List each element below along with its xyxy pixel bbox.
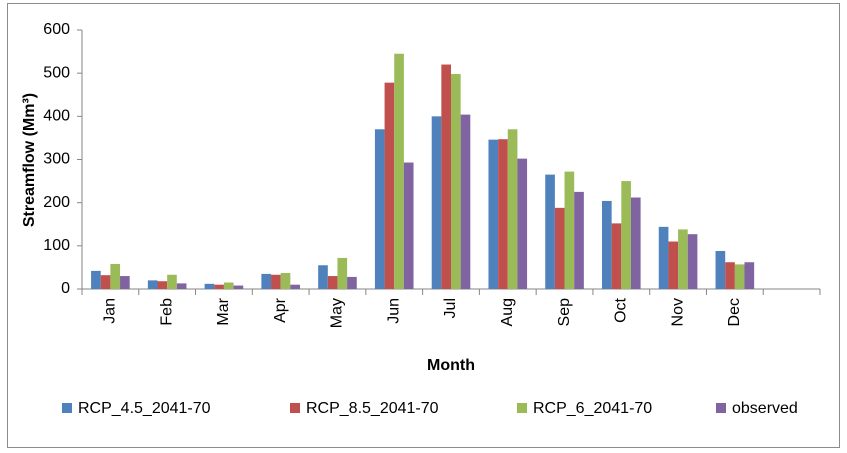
bar [630,197,641,289]
y-tick-label: 0 [61,280,70,297]
bar [574,191,584,289]
bar [507,129,518,289]
bar [384,82,395,289]
bar [271,274,281,289]
bar [91,270,101,289]
bar [744,262,755,289]
bar [734,264,745,289]
bar [431,116,442,289]
y-tick-label: 400 [43,108,70,125]
legend-swatch [62,403,72,413]
bar [147,280,158,289]
y-tick-label: 500 [43,64,70,81]
bar [337,257,348,289]
bar [621,181,631,289]
bar [725,262,735,289]
bar [223,282,234,289]
x-tick-label: Apr [272,297,289,323]
legend-swatch [290,403,300,413]
x-tick-label: Aug [499,298,516,326]
y-axis-title: Streamflow (Mm³) [21,93,38,227]
bar [564,171,575,289]
bar [100,275,111,289]
bar [327,276,338,289]
x-tick-label: Nov [669,298,686,326]
x-tick-label: Mar [215,297,232,325]
bar [498,139,508,289]
x-tick-label: Oct [613,297,630,322]
y-tick-label: 600 [43,21,70,38]
bar [290,284,300,289]
bar [403,162,414,289]
bar [658,226,669,289]
bar [460,114,471,290]
legend-label: RCP_4.5_2041-70 [78,400,211,417]
bar [347,276,357,289]
bar [176,283,187,289]
bar [678,229,688,289]
y-tick-label: 300 [43,151,70,168]
y-tick-label: 100 [43,237,70,254]
x-tick-label: Jan [102,298,119,324]
bar [554,207,565,289]
bar [120,276,130,289]
bar [488,139,499,289]
x-tick-label: Sep [556,298,573,327]
bar [204,283,215,289]
chart-border [7,3,840,448]
legend-label: observed [732,400,798,417]
bar [611,223,622,289]
x-tick-label: May [329,298,346,328]
x-tick-label: Jun [385,298,402,324]
bar [441,64,451,290]
bar [517,158,528,289]
legend-label: RCP_8.5_2041-70 [306,400,439,417]
x-tick-label: Feb [158,298,175,326]
x-tick-label: Dec [726,298,743,326]
x-axis-title: Month [427,357,475,374]
bar [374,129,385,289]
legend-swatch [716,403,726,413]
legend-swatch [517,403,527,413]
bar [394,53,404,289]
bar [167,274,177,289]
bar [451,74,461,289]
bar [602,200,612,289]
bar [668,241,679,289]
bar [280,273,291,289]
bar [687,234,698,289]
bar [233,285,244,289]
bar [157,281,168,289]
legend-label: RCP_6_2041-70 [533,400,652,417]
bar [318,265,328,289]
x-tick-label: Jul [442,298,459,318]
bar [545,174,555,289]
bar [715,251,726,289]
y-tick-label: 200 [43,194,70,211]
bar [110,263,121,289]
bar [261,273,272,289]
bar [214,284,224,289]
